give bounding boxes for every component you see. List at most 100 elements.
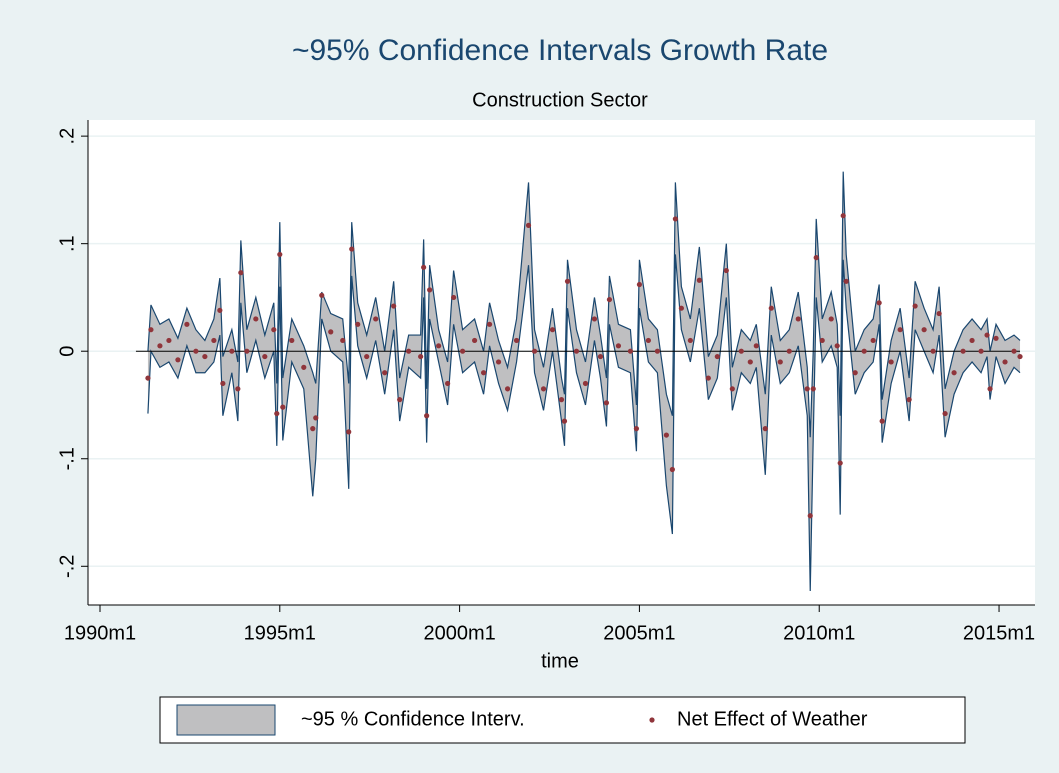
point bbox=[513, 337, 520, 344]
point bbox=[888, 359, 894, 365]
point bbox=[531, 348, 538, 354]
point bbox=[157, 343, 163, 349]
point bbox=[373, 316, 379, 322]
point bbox=[852, 370, 858, 376]
point bbox=[364, 353, 370, 360]
point bbox=[1002, 359, 1008, 365]
point bbox=[427, 287, 433, 293]
legend-label: ~95 % Confidence Interv. bbox=[301, 708, 525, 730]
chart-subtitle: Construction Sector bbox=[472, 89, 648, 111]
point bbox=[244, 348, 250, 354]
point bbox=[633, 426, 640, 432]
point bbox=[184, 321, 190, 327]
point bbox=[238, 270, 244, 276]
point bbox=[558, 397, 565, 403]
point bbox=[714, 353, 720, 360]
point bbox=[424, 413, 430, 419]
point bbox=[313, 415, 319, 421]
point bbox=[504, 386, 511, 392]
point bbox=[274, 410, 280, 417]
y-tick-label: -.1 bbox=[56, 447, 78, 470]
point bbox=[418, 353, 424, 360]
point bbox=[355, 321, 361, 327]
point bbox=[217, 307, 223, 313]
point bbox=[301, 364, 307, 370]
point bbox=[340, 337, 346, 344]
point bbox=[627, 348, 634, 354]
point bbox=[984, 332, 990, 338]
point bbox=[591, 316, 598, 322]
point bbox=[615, 343, 622, 349]
point bbox=[349, 246, 355, 252]
point bbox=[807, 513, 813, 519]
point bbox=[193, 348, 199, 354]
point bbox=[723, 267, 729, 274]
point bbox=[762, 426, 768, 432]
x-axis-title: time bbox=[541, 650, 579, 672]
point bbox=[840, 213, 846, 219]
point bbox=[445, 380, 451, 387]
legend-box bbox=[159, 696, 966, 744]
x-tick-label: 2000m1 bbox=[423, 622, 495, 644]
point bbox=[810, 386, 816, 392]
point bbox=[747, 359, 753, 365]
point bbox=[834, 343, 840, 349]
point bbox=[606, 296, 613, 303]
y-tick-label: .1 bbox=[56, 235, 78, 252]
point bbox=[471, 337, 478, 344]
point bbox=[235, 386, 241, 392]
point bbox=[582, 380, 589, 387]
y-tick-label: -.2 bbox=[56, 555, 78, 578]
point bbox=[636, 281, 643, 288]
point bbox=[495, 359, 502, 365]
point bbox=[978, 348, 984, 354]
point bbox=[148, 327, 154, 333]
legend-label: Net Effect of Weather bbox=[677, 708, 868, 730]
point bbox=[960, 348, 966, 354]
point bbox=[912, 303, 918, 309]
point bbox=[262, 353, 268, 360]
point bbox=[328, 329, 334, 335]
x-tick-label: 1995m1 bbox=[244, 622, 316, 644]
point bbox=[753, 343, 759, 349]
point bbox=[951, 370, 957, 376]
point bbox=[486, 321, 493, 327]
point bbox=[696, 277, 702, 283]
y-tick-label: 0 bbox=[56, 346, 78, 357]
point bbox=[843, 278, 849, 284]
point bbox=[436, 343, 442, 349]
chart-title: ~95% Confidence Intervals Growth Rate bbox=[292, 34, 828, 67]
point bbox=[319, 292, 325, 298]
point bbox=[406, 348, 412, 354]
point bbox=[828, 316, 834, 322]
point bbox=[540, 386, 547, 392]
point bbox=[861, 348, 867, 354]
point bbox=[672, 216, 678, 222]
point bbox=[480, 370, 487, 376]
point bbox=[837, 460, 843, 466]
x-tick-label: 2010m1 bbox=[783, 622, 855, 644]
point bbox=[876, 300, 882, 306]
point bbox=[804, 386, 810, 392]
legend-marker bbox=[649, 717, 655, 723]
y-tick-label: .2 bbox=[56, 128, 78, 145]
point bbox=[654, 348, 660, 354]
point bbox=[166, 337, 172, 344]
point bbox=[564, 278, 571, 284]
point bbox=[277, 251, 283, 258]
point bbox=[211, 337, 217, 344]
point bbox=[310, 426, 316, 432]
point bbox=[573, 348, 580, 354]
point bbox=[460, 348, 466, 354]
point bbox=[768, 305, 774, 311]
band-lower bbox=[147, 254, 1021, 592]
point bbox=[987, 386, 993, 392]
point bbox=[382, 370, 388, 376]
x-tick-label: 1990m1 bbox=[64, 622, 136, 644]
point bbox=[397, 397, 403, 403]
point bbox=[930, 348, 936, 354]
legend-swatch bbox=[176, 704, 276, 736]
point bbox=[561, 418, 568, 424]
